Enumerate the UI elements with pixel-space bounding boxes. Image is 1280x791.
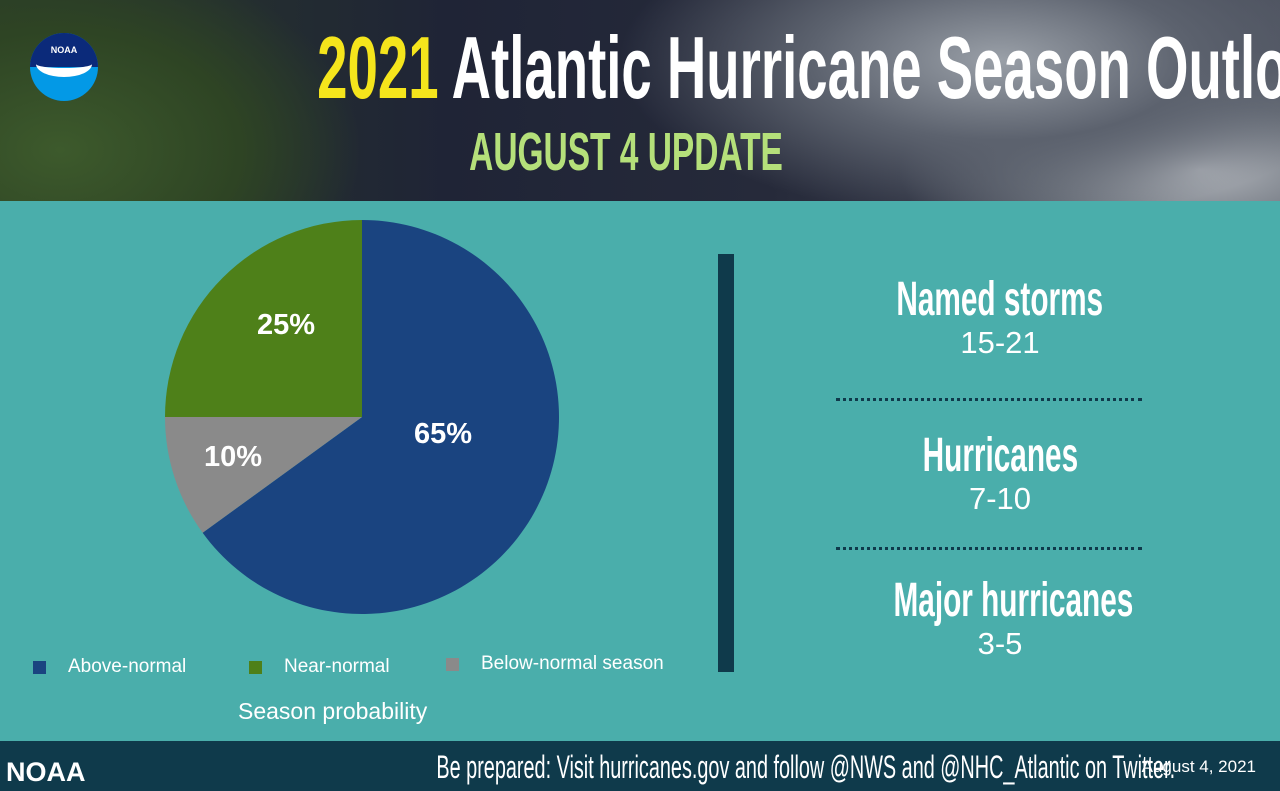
header-banner: NOAA 2021 Atlantic Hurricane Season Outl… bbox=[0, 0, 1280, 201]
title-text: Atlantic Hurricane Season Outlook bbox=[451, 18, 1280, 117]
footer-brand: NOAA bbox=[6, 757, 86, 787]
footer-message: Be prepared: Visit hurricanes.gov and fo… bbox=[436, 749, 1176, 785]
legend-swatch bbox=[249, 660, 262, 674]
dotted-divider bbox=[836, 547, 1142, 550]
footer-date: August 4, 2021 bbox=[1141, 757, 1256, 776]
vertical-divider bbox=[718, 254, 734, 672]
legend-above-normal: Above-normal bbox=[33, 656, 186, 678]
dotted-divider bbox=[836, 398, 1142, 401]
slice-label-below-normal: 10% bbox=[204, 441, 263, 473]
slice-near-normal bbox=[165, 220, 362, 417]
noaa-logo: NOAA bbox=[30, 33, 98, 101]
page-subtitle: AUGUST 4 UPDATE bbox=[469, 122, 783, 182]
pie-chart bbox=[165, 220, 559, 614]
title-year: 2021 bbox=[317, 18, 439, 117]
stat-major-hurricanes: Major hurricanes 3-5 bbox=[893, 574, 1134, 661]
legend-below-normal: Below-normal season bbox=[446, 653, 664, 675]
legend-near-normal: Near-normal bbox=[249, 656, 390, 678]
footer: NOAA Be prepared: Visit hurricanes.gov a… bbox=[0, 741, 1280, 791]
legend-swatch bbox=[446, 657, 459, 671]
slice-below-normal bbox=[165, 417, 362, 533]
stat-hurricanes: Hurricanes 7-10 bbox=[922, 429, 1078, 516]
stat-named-storms: Named storms 15-21 bbox=[896, 273, 1104, 360]
legend-swatch bbox=[33, 660, 46, 674]
chart-title: Season probability bbox=[238, 698, 428, 724]
slice-label-near-normal: 25% bbox=[257, 309, 316, 341]
page-title: 2021 Atlantic Hurricane Season Outlook bbox=[0, 18, 1280, 118]
slice-above-normal bbox=[202, 220, 559, 614]
slice-label-above-normal: 65% bbox=[414, 418, 473, 450]
